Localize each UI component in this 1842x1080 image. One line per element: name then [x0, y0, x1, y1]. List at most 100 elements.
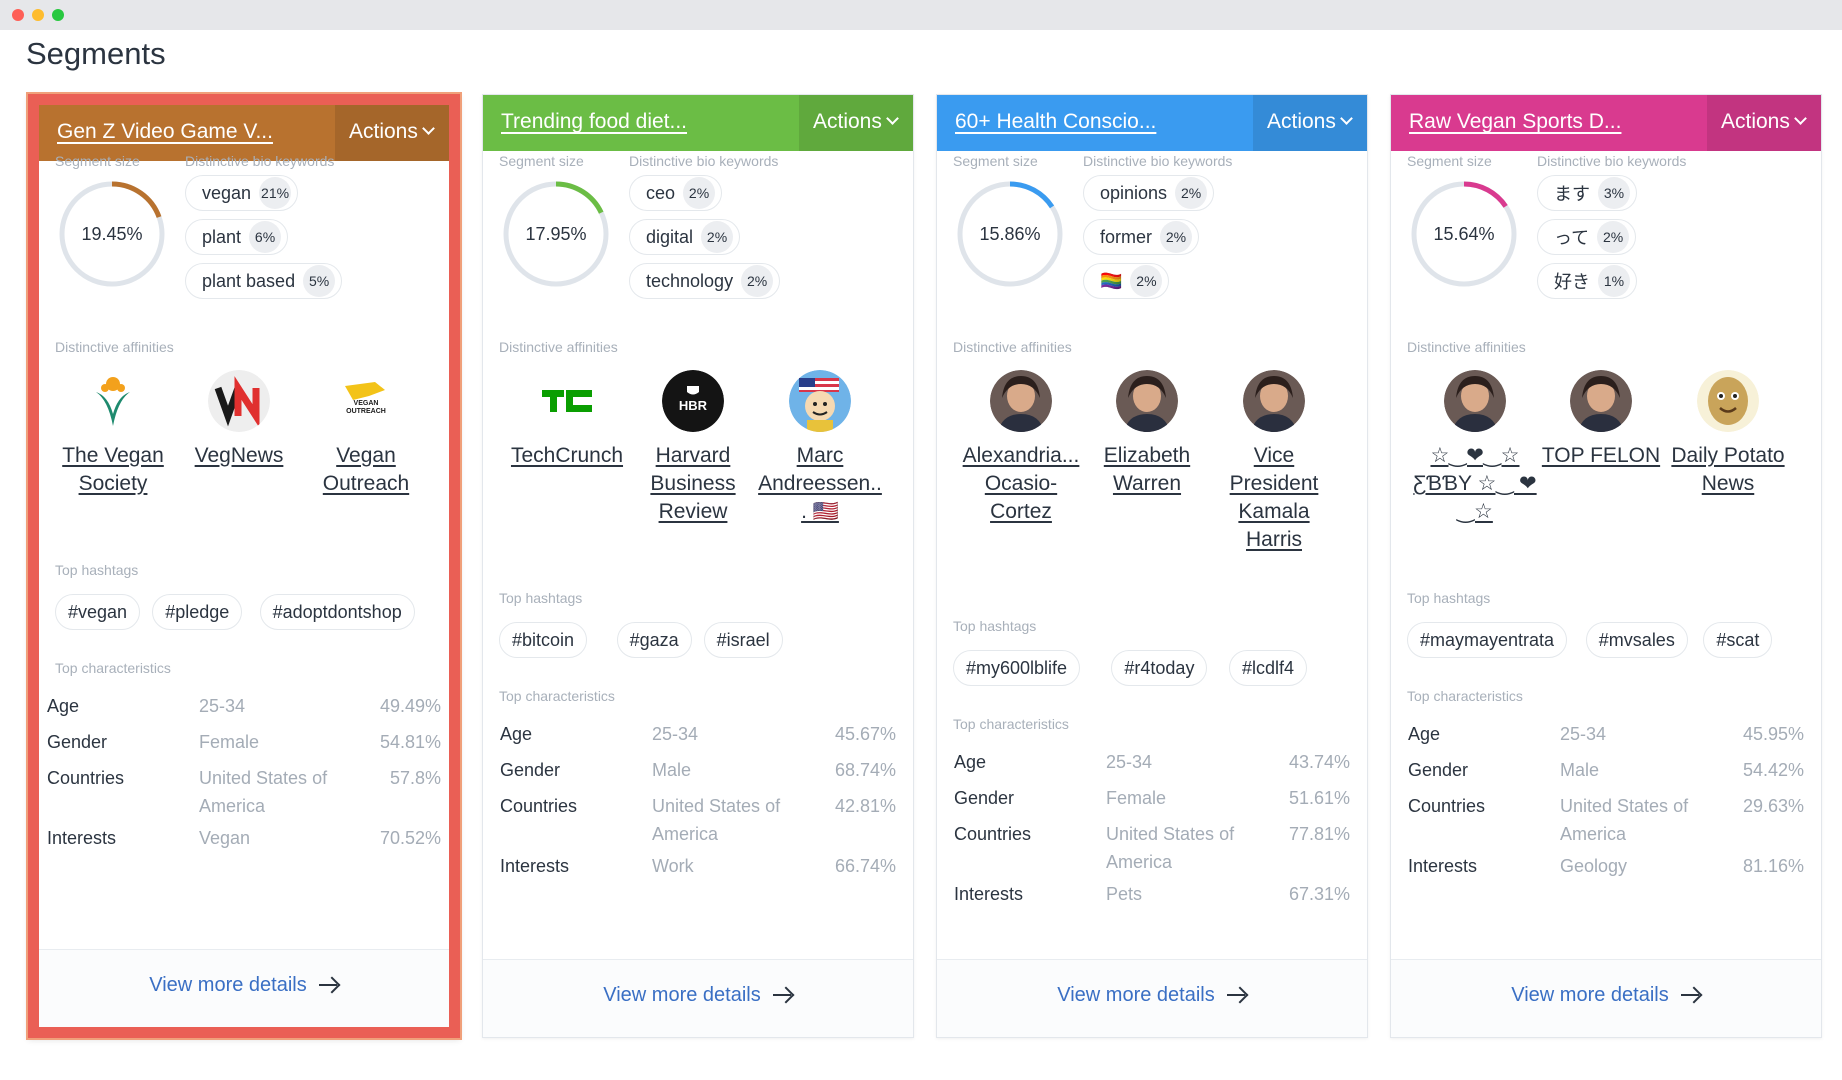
bio-keyword-chip: plant 6% [185, 219, 289, 255]
segment-size-ring: 15.86% [953, 177, 1067, 291]
hashtag-chip[interactable]: #mvsales [1585, 622, 1688, 658]
affinity-name-link[interactable]: Daily Potato News [1671, 444, 1785, 495]
segment-size-ring: 19.45% [55, 177, 169, 291]
segment-card[interactable]: Gen Z Video Game V... Actions Segment size… [28, 94, 460, 1038]
actions-dropdown[interactable]: Actions [799, 95, 913, 151]
characteristic-key: Age [500, 724, 533, 744]
segment-size-label: Segment size [953, 153, 1038, 169]
hashtag-chip[interactable]: #r4today [1111, 650, 1208, 686]
hashtag-chip[interactable]: #pledge [152, 594, 243, 630]
hashtag-chip[interactable]: #gaza [616, 622, 692, 658]
close-window-button[interactable] [12, 9, 24, 21]
affinity-item[interactable]: HBR Harvard Business Review [629, 370, 757, 526]
affinity-name-link[interactable]: Marc Andreessen... 🇺🇸 [758, 444, 882, 523]
segment-size-ring: 15.64% [1407, 177, 1521, 291]
segment-title-link[interactable]: Trending food diet... [501, 110, 688, 133]
segment-title-link[interactable]: 60+ Health Conscio... [955, 110, 1157, 133]
affinity-item[interactable]: Vice President Kamala Harris [1210, 370, 1338, 554]
actions-dropdown[interactable]: Actions [1707, 95, 1821, 151]
chevron-down-icon [886, 112, 899, 125]
hashtag-chip[interactable]: #israel [703, 622, 783, 658]
affinity-name-link[interactable]: Vice President Kamala Harris [1229, 444, 1319, 551]
affinity-name-link[interactable]: Elizabeth Warren [1103, 444, 1191, 495]
segment-card[interactable]: Trending food diet... Actions Segment size… [482, 94, 914, 1038]
hashtag-chip[interactable]: #scat [1703, 622, 1773, 658]
affinity-item[interactable]: VegNews [175, 370, 303, 470]
affinities-label: Distinctive affinities [55, 339, 174, 355]
affinity-name-link[interactable]: Harvard Business Review [650, 444, 736, 523]
characteristic-percent: 54.42% [1742, 760, 1804, 780]
actions-label: Actions [813, 110, 882, 133]
view-more-details-link[interactable]: View more details [1391, 984, 1821, 1007]
hashtag-chip[interactable]: #maymayentrata [1407, 622, 1568, 658]
affinity-item[interactable]: Elizabeth Warren [1083, 370, 1211, 498]
logo-text: VEGAN OUTREACH [346, 400, 386, 415]
characteristic-value: 25-34 [652, 724, 699, 744]
hashtags-label: Top hashtags [1407, 590, 1491, 606]
minimize-window-button[interactable] [32, 9, 44, 21]
segment-title-link[interactable]: Gen Z Video Game V... [57, 120, 273, 143]
characteristic-key: Interests [500, 856, 570, 876]
affinity-name-link[interactable]: The Vegan Society [62, 444, 164, 495]
characteristic-percent: 49.49% [379, 696, 441, 716]
hashtag-chip[interactable]: #vegan [55, 594, 141, 630]
characteristic-value: Male [1560, 760, 1600, 780]
affinity-item[interactable]: TC TechCrunch [503, 370, 631, 470]
actions-dropdown[interactable]: Actions [335, 105, 449, 161]
characteristic-percent: 66.74% [834, 856, 896, 876]
characteristic-percent: 45.67% [834, 724, 896, 744]
keyword-percent-badge: 1% [1598, 265, 1630, 297]
affinity-name-link[interactable]: Alexandria... Ocasio-Cortez [962, 444, 1080, 523]
segment-title-link[interactable]: Raw Vegan Sports D... [1409, 110, 1622, 133]
affinity-name-link[interactable]: VegNews [194, 444, 284, 467]
arrow-right-icon [772, 988, 793, 1002]
affinity-name-link[interactable]: Vegan Outreach [322, 444, 410, 495]
characteristic-percent: 29.63% [1742, 796, 1804, 816]
ring-fill [503, 181, 609, 287]
affinity-name-link[interactable]: TechCrunch [510, 444, 624, 467]
keyword-text: ceo [646, 182, 676, 203]
affinity-item[interactable]: VEGAN OUTREACH Vegan Outreach [302, 370, 430, 498]
view-more-label: View more details [149, 974, 307, 996]
characteristic-percent: 70.52% [379, 828, 441, 848]
view-more-details-link[interactable]: View more details [483, 984, 913, 1007]
vegan-outreach-logo: VEGAN OUTREACH [335, 370, 397, 432]
characteristic-key: Gender [47, 732, 108, 752]
affinity-name-link[interactable]: ☆‿❤‿☆ ƸƁƁY ☆‿ ❤‿☆ [1413, 444, 1537, 523]
hashtag-chip[interactable]: #my600lblife [953, 650, 1081, 686]
maximize-window-button[interactable] [52, 9, 64, 21]
card-footer: View more details [39, 949, 449, 1027]
person-avatar [1243, 370, 1305, 432]
view-more-details-link[interactable]: View more details [937, 984, 1367, 1007]
affinity-item[interactable]: ☆‿❤‿☆ ƸƁƁY ☆‿ ❤‿☆ [1411, 370, 1539, 526]
bio-keyword-chip: ます 3% [1537, 175, 1637, 211]
characteristic-value: Female [199, 732, 260, 752]
characteristic-key: Gender [1408, 760, 1469, 780]
ring-fill [59, 181, 165, 287]
affinity-name-link[interactable]: TOP FELON [1541, 444, 1661, 467]
keyword-percent-badge: 21% [259, 177, 292, 209]
actions-dropdown[interactable]: Actions [1253, 95, 1367, 151]
segment-card[interactable]: 60+ Health Conscio... Actions Segment size… [936, 94, 1368, 1038]
characteristic-value: Pets [1106, 884, 1143, 904]
keyword-percent-badge: 2% [1130, 265, 1163, 297]
hashtag-chip[interactable]: #bitcoin [499, 622, 588, 658]
hashtag-chip[interactable]: #adoptdontshop [259, 594, 415, 630]
affinity-item[interactable]: TOP FELON [1537, 370, 1665, 470]
characteristic-percent: 43.74% [1288, 752, 1350, 772]
hashtag-chip[interactable]: #lcdlf4 [1229, 650, 1308, 686]
segment-size-value: 15.64% [1433, 224, 1495, 244]
affinity-item[interactable]: Daily Potato News [1664, 370, 1792, 498]
affinity-item[interactable]: Alexandria... Ocasio-Cortez [957, 370, 1085, 526]
affinity-item[interactable]: The Vegan Society [49, 370, 177, 498]
view-more-details-link[interactable]: View more details [39, 974, 449, 997]
characteristic-percent: 77.81% [1288, 824, 1350, 844]
bio-keywords-label: Distinctive bio keywords [1537, 153, 1687, 169]
card-footer: View more details [1391, 959, 1821, 1037]
cartoon-avatar [789, 370, 851, 432]
segment-card[interactable]: Raw Vegan Sports D... Actions Segment size… [1390, 94, 1822, 1038]
ring-fill [1411, 181, 1517, 287]
affinity-item[interactable]: Marc Andreessen... 🇺🇸 [756, 370, 884, 526]
bio-keyword-chip: digital 2% [629, 219, 741, 255]
bio-keyword-chip: 🏳️‍🌈 2% [1083, 263, 1170, 299]
